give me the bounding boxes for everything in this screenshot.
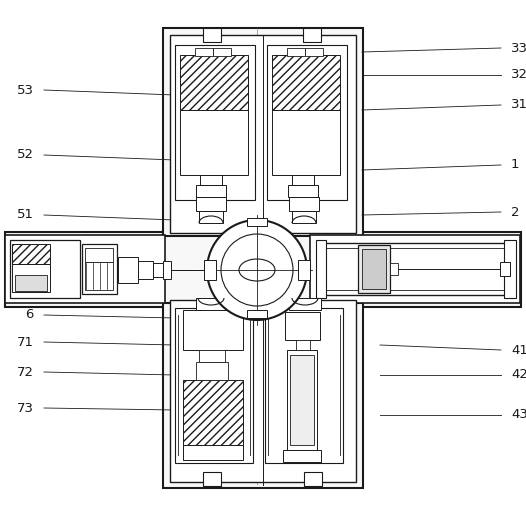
Bar (85, 262, 113, 290)
Bar (163, 261, 171, 279)
Bar (304, 472, 322, 486)
Text: 41: 41 (511, 344, 526, 356)
Text: 73: 73 (17, 402, 34, 415)
Bar (200, 175, 222, 185)
Bar (85, 248, 113, 262)
Bar (170, 35, 356, 233)
Text: 43: 43 (511, 409, 526, 421)
Text: 42: 42 (511, 369, 526, 381)
Bar (287, 48, 305, 56)
Text: 32: 32 (511, 68, 526, 82)
Bar (163, 28, 363, 236)
Bar (287, 350, 317, 450)
Bar (318, 243, 508, 295)
Bar (196, 185, 226, 197)
Bar (500, 262, 510, 276)
Bar (15, 275, 47, 291)
Bar (289, 298, 321, 310)
Bar (82, 244, 117, 294)
Bar (175, 308, 253, 463)
Bar (153, 263, 163, 277)
Bar (272, 110, 340, 175)
Bar (175, 45, 255, 200)
Text: 33: 33 (511, 42, 526, 54)
Bar (5, 235, 165, 303)
Bar (362, 249, 386, 289)
Text: 6: 6 (26, 308, 34, 321)
Bar (183, 380, 243, 445)
Bar (310, 235, 520, 303)
Bar (183, 310, 243, 350)
Bar (247, 218, 267, 226)
Bar (265, 308, 343, 463)
Bar (195, 48, 213, 56)
Text: 1: 1 (511, 159, 520, 171)
Bar (390, 263, 398, 275)
Bar (298, 260, 310, 280)
Bar (316, 240, 326, 298)
Bar (118, 257, 138, 283)
Text: 31: 31 (511, 98, 526, 112)
Bar (138, 261, 153, 279)
Bar (203, 28, 221, 42)
Bar (196, 298, 228, 310)
Bar (267, 45, 347, 200)
Bar (199, 211, 223, 223)
Bar (283, 450, 321, 462)
Bar (183, 445, 243, 460)
Bar (204, 260, 216, 280)
Bar (504, 240, 516, 298)
Bar (196, 362, 228, 380)
Bar (289, 197, 319, 211)
Bar (180, 110, 248, 175)
Text: 2: 2 (511, 205, 520, 219)
Bar (292, 211, 316, 223)
Bar (170, 300, 356, 482)
Bar (296, 340, 310, 350)
Text: 72: 72 (17, 366, 34, 379)
Bar (358, 245, 390, 293)
Bar (12, 264, 50, 292)
Bar (5, 232, 521, 307)
Bar (10, 240, 80, 298)
Bar (303, 28, 321, 42)
Bar (290, 355, 314, 445)
Circle shape (207, 220, 307, 320)
Bar (292, 175, 314, 185)
Bar (196, 197, 226, 211)
Text: 71: 71 (17, 336, 34, 348)
Bar (305, 48, 323, 56)
Bar (285, 312, 320, 340)
Bar (180, 55, 248, 110)
Text: 52: 52 (17, 149, 34, 162)
Bar (288, 185, 318, 197)
Text: 53: 53 (17, 84, 34, 96)
Bar (272, 55, 340, 110)
Text: 51: 51 (17, 208, 34, 222)
Bar (203, 472, 221, 486)
Bar (213, 48, 231, 56)
Bar (163, 303, 363, 488)
Bar (247, 310, 267, 318)
Bar (12, 244, 50, 264)
Bar (199, 350, 225, 362)
